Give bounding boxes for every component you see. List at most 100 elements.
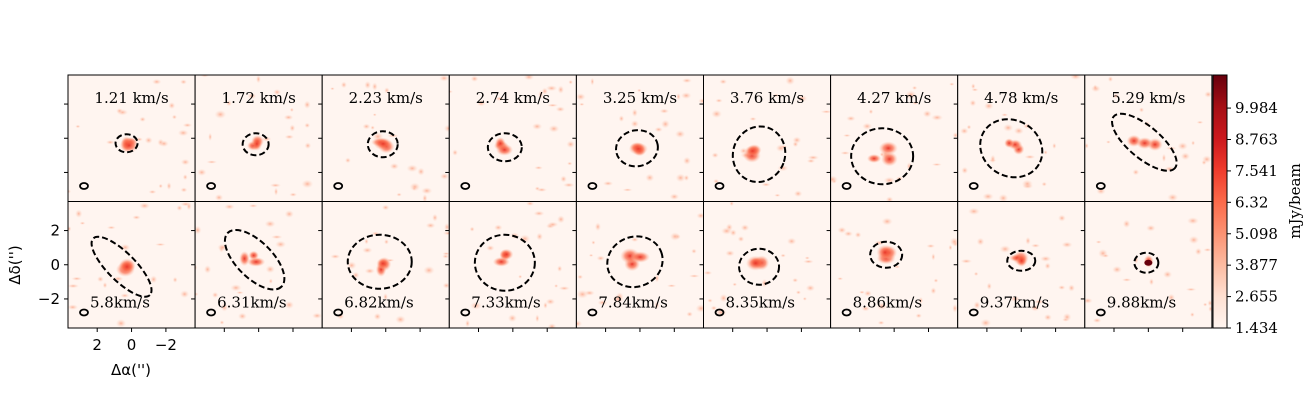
panel-image xyxy=(830,201,958,328)
noise xyxy=(180,187,188,193)
noise xyxy=(591,240,596,245)
noise xyxy=(116,108,124,114)
channel-panel: 3.25 km/s xyxy=(572,74,705,206)
noise xyxy=(698,98,704,104)
noise xyxy=(1168,98,1173,103)
noise xyxy=(863,290,872,297)
emission-peak xyxy=(1144,259,1153,266)
noise xyxy=(344,157,351,164)
noise xyxy=(557,85,565,94)
noise xyxy=(68,225,72,232)
noise xyxy=(102,282,108,289)
emission xyxy=(373,137,393,151)
noise xyxy=(97,276,104,283)
beam xyxy=(79,308,89,317)
noise xyxy=(695,304,704,313)
noise xyxy=(1186,217,1199,225)
panel-image xyxy=(957,75,1085,202)
panel-image xyxy=(68,201,196,328)
noise xyxy=(303,100,311,109)
noise xyxy=(1121,278,1132,282)
noise xyxy=(534,166,543,170)
noise xyxy=(630,120,639,128)
noise xyxy=(721,227,733,235)
noise xyxy=(602,181,614,186)
contour xyxy=(615,129,659,168)
noise xyxy=(220,302,229,312)
channel-label: 8.35km/s xyxy=(726,294,795,312)
colorbar xyxy=(1212,74,1228,329)
noise xyxy=(688,274,700,278)
noise xyxy=(171,114,178,120)
beam xyxy=(587,182,598,190)
noise xyxy=(563,182,575,188)
noise xyxy=(439,173,450,180)
noise xyxy=(442,254,450,259)
noise xyxy=(469,226,475,232)
noise xyxy=(1188,235,1200,245)
emission xyxy=(376,257,390,270)
channel-panel: 8.35km/s xyxy=(699,201,832,332)
noise xyxy=(1030,243,1041,248)
noise xyxy=(774,193,781,197)
contour xyxy=(90,235,153,298)
noise xyxy=(1201,155,1212,164)
panel-image xyxy=(449,75,577,202)
noise xyxy=(982,192,994,201)
noise xyxy=(696,212,704,219)
beam xyxy=(333,308,344,317)
noise xyxy=(686,311,693,317)
beam xyxy=(841,182,852,190)
x-tick-label: 0 xyxy=(127,336,137,354)
noise xyxy=(284,300,295,310)
emission xyxy=(246,257,266,267)
noise xyxy=(536,187,548,192)
noise xyxy=(804,256,810,260)
channel-panel: 7.84km/s xyxy=(572,201,705,332)
noise xyxy=(284,210,294,218)
x-tick-label: −2 xyxy=(155,336,177,354)
noise xyxy=(1112,93,1120,99)
beam xyxy=(968,308,979,317)
noise xyxy=(1180,152,1191,161)
beam xyxy=(841,308,852,317)
noise xyxy=(1177,142,1188,151)
noise xyxy=(1148,278,1154,286)
noise xyxy=(931,163,942,167)
noise xyxy=(206,160,218,164)
noise xyxy=(465,319,470,328)
noise xyxy=(1107,76,1114,83)
noise xyxy=(362,247,373,254)
noise xyxy=(518,274,523,279)
panel-bg xyxy=(830,201,958,328)
noise xyxy=(675,173,686,183)
noise xyxy=(618,115,625,123)
noise xyxy=(214,109,227,119)
noise xyxy=(707,298,713,303)
panel-image xyxy=(576,201,704,328)
noise xyxy=(235,291,244,295)
x-tick-label: 2 xyxy=(92,336,102,354)
beam xyxy=(333,182,344,190)
noise xyxy=(568,79,573,85)
noise xyxy=(255,75,261,84)
noise xyxy=(740,224,750,232)
noise xyxy=(1095,240,1102,244)
noise xyxy=(546,103,559,107)
noise xyxy=(106,225,116,230)
noise xyxy=(911,85,918,90)
noise xyxy=(792,277,799,283)
colorbar-tick-label: 7.541 xyxy=(1235,162,1278,180)
noise xyxy=(383,239,389,245)
noise xyxy=(594,222,602,232)
noise xyxy=(710,305,718,311)
noise xyxy=(75,124,81,129)
y-tick-label: 2 xyxy=(50,222,60,240)
colorbar-tick-label: 1.434 xyxy=(1235,319,1278,337)
noise xyxy=(876,302,888,311)
noise xyxy=(1162,270,1173,279)
noise xyxy=(248,204,258,208)
emission xyxy=(1004,138,1015,149)
noise xyxy=(68,189,72,194)
noise xyxy=(948,244,953,251)
